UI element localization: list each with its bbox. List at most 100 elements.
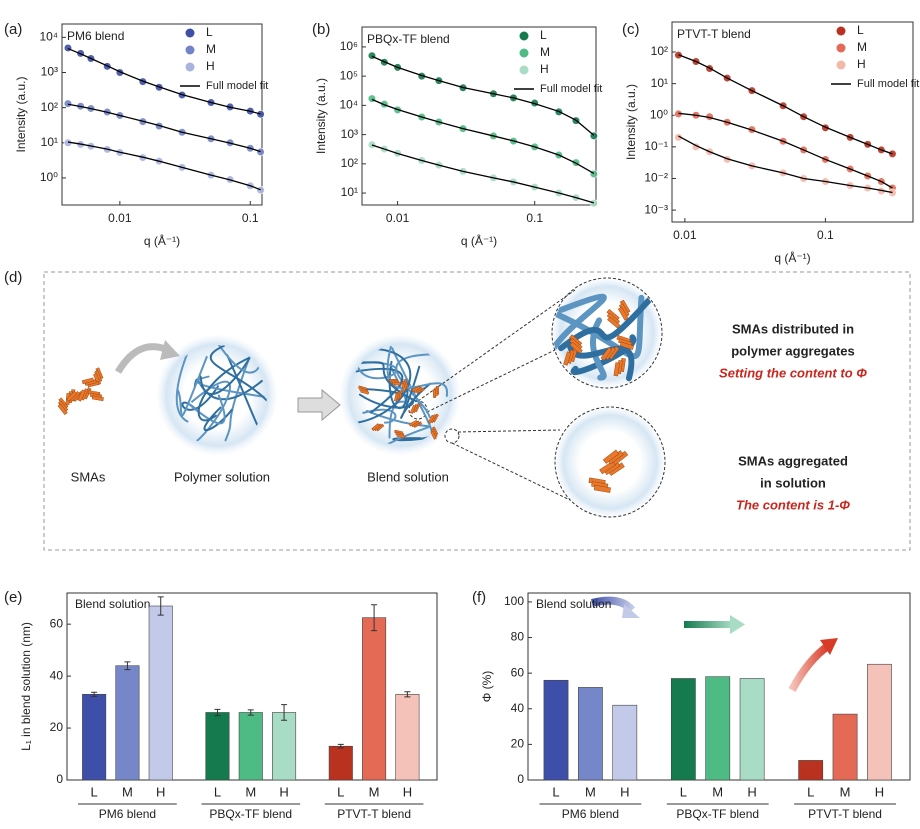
sma — [360, 389, 370, 395]
error-bar — [337, 743, 344, 749]
polymer-chain — [358, 388, 414, 409]
group-label: PBQx-TF blend — [676, 807, 759, 821]
fit-line — [371, 98, 595, 174]
error-bar — [404, 691, 411, 698]
y-axis-label: Intensity (a.u.) — [14, 76, 28, 152]
y-tick-label: 10¹ — [341, 185, 358, 199]
sma-stack — [599, 460, 625, 476]
chart-title: PBQx-TF blend — [367, 32, 450, 46]
data-point — [367, 51, 377, 60]
data-point — [256, 186, 265, 195]
x-tick-label: 0.1 — [817, 228, 834, 242]
sma — [394, 392, 399, 402]
group-label: PM6 blend — [99, 807, 156, 821]
error-bar — [124, 661, 131, 671]
y-tick-label: 10⁴ — [39, 30, 58, 44]
x-tick-label: H — [279, 784, 288, 799]
error-bar — [247, 709, 254, 716]
sma-stack — [81, 377, 100, 388]
sma-stack — [569, 334, 583, 354]
legend-label: H — [540, 62, 549, 76]
data-point — [367, 94, 377, 103]
trend-arrow — [788, 642, 831, 692]
fit-line — [371, 144, 595, 204]
y-tick-label: 10² — [41, 100, 58, 114]
y-tick-label: 40 — [511, 701, 525, 715]
polymer-chain — [224, 352, 252, 442]
error-bar — [214, 708, 221, 717]
legend-marker — [836, 26, 846, 36]
fit-line — [678, 135, 893, 194]
y-tick-label: 60 — [50, 616, 64, 630]
bar — [395, 693, 420, 781]
y-tick-label: 10¹ — [651, 76, 668, 90]
error-bar — [281, 704, 288, 721]
x-axis-label: q (Å⁻¹) — [144, 233, 180, 248]
x-tick-label: H — [875, 784, 884, 799]
group-label: PM6 blend — [562, 807, 619, 821]
x-tick-label: 0.1 — [242, 211, 259, 225]
label: SMAs aggregated — [738, 453, 848, 468]
sma-stack — [394, 390, 403, 402]
fit-line — [678, 54, 893, 155]
chart-title: PM6 blend — [67, 29, 124, 43]
sma-stack — [371, 423, 385, 432]
panel-label: (e) — [4, 589, 22, 606]
sma-stack — [600, 346, 620, 361]
sma — [77, 389, 86, 402]
group-label: PBQx-TF blend — [209, 807, 292, 821]
bar — [670, 678, 696, 781]
y-tick-label: 20 — [50, 720, 64, 734]
x-tick-label: M — [840, 784, 851, 799]
panel-label: (c) — [622, 21, 640, 38]
fit-line — [371, 55, 595, 136]
legend-marker — [519, 48, 529, 58]
data-point — [888, 188, 897, 197]
y-axis-label: Intensity (a.u.) — [624, 84, 638, 160]
sma — [613, 362, 620, 377]
x-tick-label: 0.1 — [526, 211, 543, 225]
legend-marker — [519, 31, 529, 41]
legend-label: Full model fit — [540, 83, 602, 95]
group-label: PTVT-T blend — [808, 807, 882, 821]
sma — [401, 382, 407, 392]
error-bar — [371, 604, 378, 632]
bar — [832, 713, 858, 781]
arrow-head — [820, 638, 838, 655]
sma-stack — [394, 429, 406, 439]
sma — [593, 484, 611, 493]
legend-label: L — [206, 25, 213, 39]
sma — [617, 306, 629, 321]
sma — [66, 391, 78, 402]
sma-stack — [602, 449, 629, 466]
y-tick-label: 100 — [504, 594, 524, 608]
label: in solution — [760, 475, 826, 490]
polymer-chain — [558, 290, 658, 352]
legend-label: Full model fit — [857, 78, 919, 90]
sma — [392, 382, 401, 386]
legend-marker — [836, 60, 846, 70]
bar — [272, 712, 297, 781]
legend-marker — [519, 65, 529, 75]
sma-stack — [401, 378, 409, 392]
panel-label: (b) — [312, 21, 330, 38]
y-axis-label: Φ (%) — [480, 671, 494, 703]
sma-stack — [409, 403, 421, 414]
bar — [362, 617, 387, 781]
sma-stack — [358, 385, 370, 395]
panel-label: (a) — [4, 21, 22, 38]
legend-label: H — [206, 59, 215, 73]
sma — [396, 433, 406, 439]
sma-stack — [411, 385, 425, 394]
x-tick-label: H — [156, 784, 165, 799]
bar — [115, 665, 140, 781]
sma — [411, 385, 421, 393]
bar — [82, 693, 107, 781]
label: SMAs distributed in — [732, 321, 854, 336]
sma-stack — [430, 426, 439, 440]
sma-stack — [408, 419, 423, 428]
sma — [430, 430, 437, 440]
annotation: Blend solution — [75, 597, 150, 611]
sma — [81, 377, 94, 385]
